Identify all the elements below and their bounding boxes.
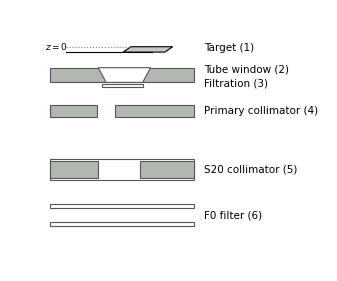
Bar (50, 105, 97, 117)
Text: S20 collimator (5): S20 collimator (5) (204, 164, 298, 175)
Bar (50, 161, 98, 178)
Bar (115, 105, 194, 117)
Text: $z = 0$: $z = 0$ (45, 41, 68, 52)
Text: F0 filter (6): F0 filter (6) (204, 210, 262, 220)
Bar (50, 222, 193, 226)
Bar (50, 159, 193, 180)
Bar (102, 84, 143, 87)
Polygon shape (98, 68, 151, 82)
Bar (140, 161, 193, 178)
Text: Primary collimator (4): Primary collimator (4) (204, 106, 318, 116)
Text: Target (1): Target (1) (204, 43, 254, 53)
Bar (50, 68, 193, 82)
Bar (50, 204, 193, 208)
Polygon shape (123, 47, 173, 52)
Text: Tube window (2)
Filtration (3): Tube window (2) Filtration (3) (204, 65, 289, 89)
